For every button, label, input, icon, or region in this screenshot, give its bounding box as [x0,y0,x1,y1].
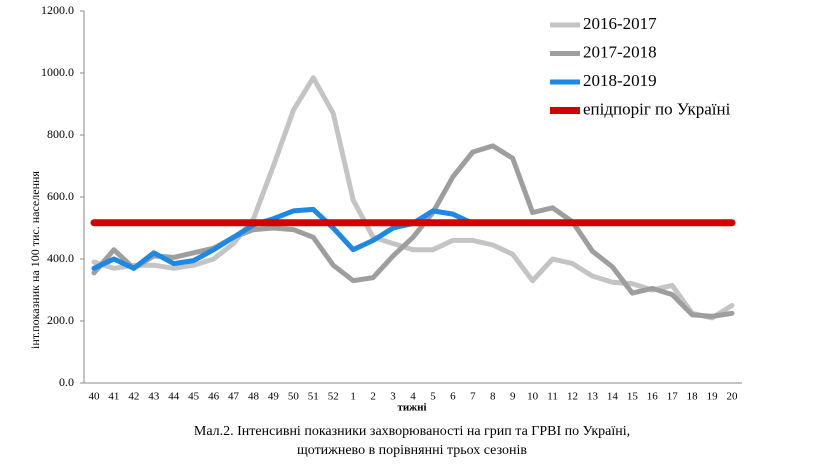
x-tick-label: 3 [390,391,396,403]
x-axis-label: тижні [397,402,426,414]
y-axis-label: інт.показник на 100 тис. населення [28,171,42,349]
x-tick-label: 8 [490,391,496,403]
x-tick-label: 13 [587,391,599,403]
legend-label: 2016-2017 [583,14,657,33]
x-tick-label: 20 [727,391,739,403]
x-tick-label: 5 [430,391,436,403]
x-tick-label: 18 [687,391,699,403]
y-tick-label: 1200.0 [41,3,74,17]
x-tick-label: 9 [510,391,516,403]
x-tick-label: 2 [370,391,376,403]
x-tick-label: 1 [350,391,356,403]
x-tick-label: 4 [410,391,416,403]
x-tick-label: 11 [547,391,558,403]
x-tick-label: 40 [88,391,100,403]
x-tick-label: 19 [707,391,719,403]
x-tick-label: 42 [128,391,139,403]
x-tick-label: 51 [308,391,319,403]
series-line [91,143,735,319]
legend-label: 2017-2018 [583,42,657,61]
x-tick-label: 44 [168,391,180,403]
x-tick-label: 49 [268,391,280,403]
caption: Мал.2. Інтенсивні показники захворюванос… [194,424,630,439]
x-tick-label: 17 [667,391,679,403]
x-tick-label: 41 [108,391,119,403]
x-tick-label: 7 [470,391,476,403]
x-tick-label: 16 [647,391,659,403]
y-tick-label: 600.0 [47,189,74,203]
y-tick-label: 400.0 [47,251,74,265]
x-tick-label: 15 [627,391,639,403]
x-tick-label: 12 [567,391,578,403]
x-tick-label: 45 [188,391,200,403]
x-tick-label: 6 [450,391,456,403]
legend-label: епідпоріг по Україні [583,99,731,118]
legend-label: 2018-2019 [583,71,657,90]
x-tick-label: 14 [607,391,619,403]
x-tick-label: 43 [148,391,160,403]
y-tick-label: 1000.0 [41,65,74,79]
x-tick-label: 52 [328,391,339,403]
caption: щотижнево в порівнянні трьох сезонів [297,443,527,458]
x-tick-label: 47 [228,391,240,403]
x-tick-label: 10 [527,391,539,403]
y-tick-label: 0.0 [59,375,74,389]
y-tick-label: 800.0 [47,127,74,141]
x-tick-label: 50 [288,391,300,403]
y-tick-label: 200.0 [47,313,74,327]
x-tick-label: 46 [208,391,220,403]
x-tick-label: 48 [248,391,260,403]
